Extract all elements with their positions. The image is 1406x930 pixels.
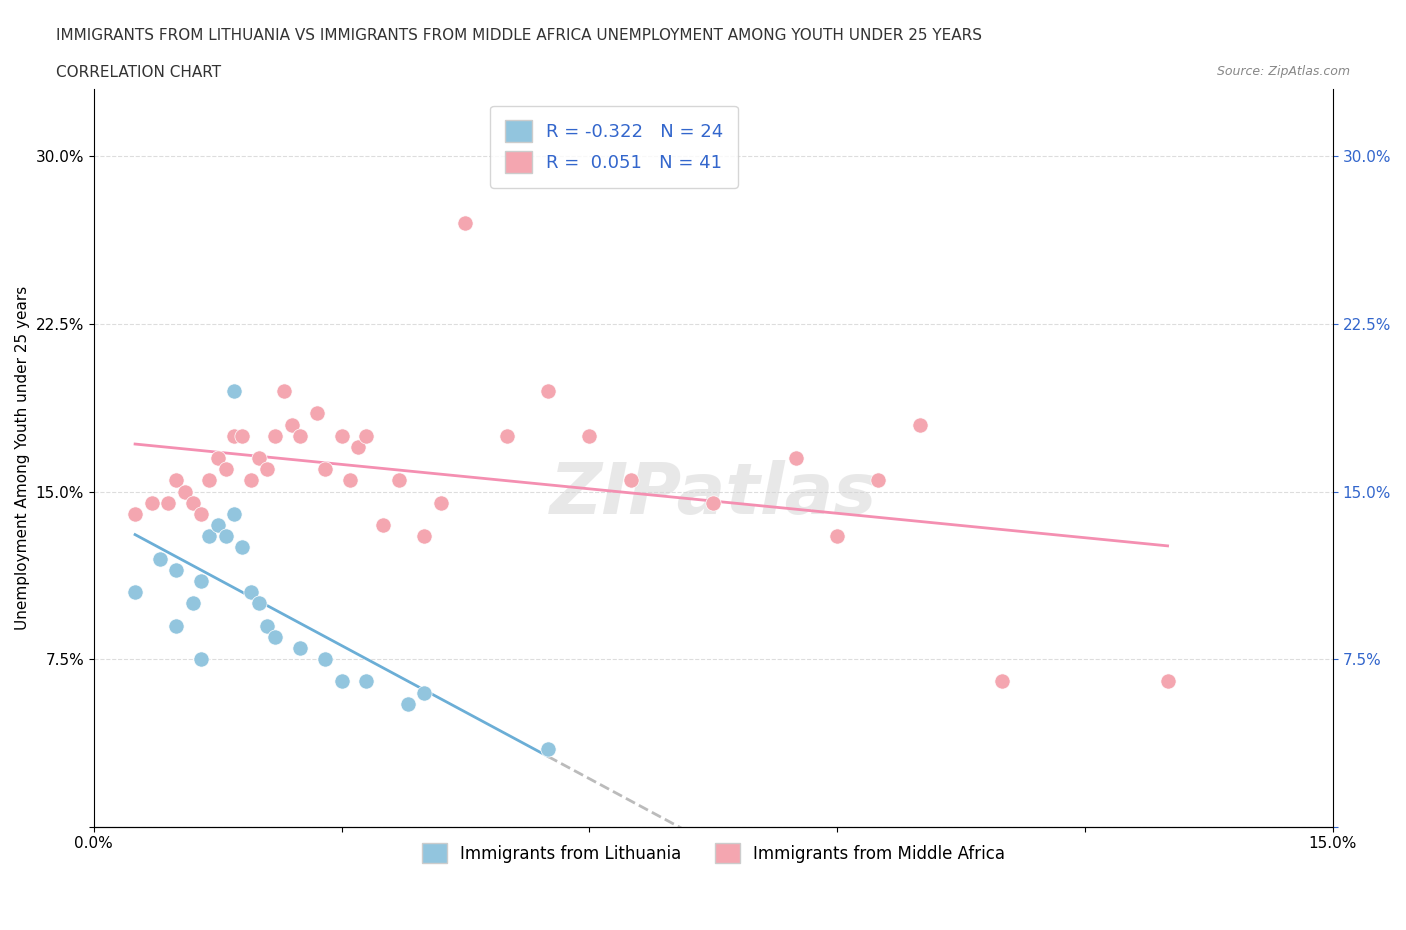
Point (413, 685, 436, 700)
Point (173, 485, 195, 499)
Point (578, 429, 600, 444)
Text: IMMIGRANTS FROM LITHUANIA VS IMMIGRANTS FROM MIDDLE AFRICA UNEMPLOYMENT AMONG YO: IMMIGRANTS FROM LITHUANIA VS IMMIGRANTS … (56, 28, 983, 43)
Point (239, 585, 262, 600)
Point (330, 674, 353, 689)
Point (785, 451, 807, 466)
Point (388, 473, 411, 488)
Point (454, 216, 477, 231)
Point (314, 652, 336, 667)
Point (141, 496, 163, 511)
Point (190, 574, 212, 589)
Point (149, 551, 172, 566)
Point (868, 473, 890, 488)
Point (273, 383, 295, 398)
Point (224, 383, 246, 398)
Point (165, 563, 187, 578)
Point (290, 641, 312, 656)
Point (224, 429, 246, 444)
Text: ZIPatlas: ZIPatlas (550, 460, 877, 529)
Point (356, 674, 378, 689)
Legend: Immigrants from Lithuania, Immigrants from Middle Africa: Immigrants from Lithuania, Immigrants fr… (415, 836, 1011, 870)
Point (181, 496, 204, 511)
Point (413, 529, 436, 544)
Point (330, 429, 353, 444)
Point (620, 473, 643, 488)
Point (991, 674, 1014, 689)
Point (256, 462, 278, 477)
Point (314, 462, 336, 477)
Point (247, 451, 270, 466)
Point (429, 496, 451, 511)
Point (396, 697, 419, 711)
Point (356, 429, 378, 444)
Point (495, 429, 517, 444)
Point (281, 417, 304, 432)
Point (124, 507, 146, 522)
Point (339, 473, 361, 488)
Point (290, 429, 312, 444)
Point (347, 440, 370, 455)
Point (215, 529, 238, 544)
Point (165, 473, 187, 488)
Point (305, 405, 328, 420)
Point (198, 529, 221, 544)
Point (224, 507, 246, 522)
Point (825, 529, 848, 544)
Point (537, 383, 560, 398)
Text: Source: ZipAtlas.com: Source: ZipAtlas.com (1216, 65, 1350, 78)
Point (207, 518, 229, 533)
Point (215, 462, 238, 477)
Point (198, 473, 221, 488)
Point (256, 618, 278, 633)
Y-axis label: Unemployment Among Youth under 25 years: Unemployment Among Youth under 25 years (15, 286, 30, 631)
Point (207, 451, 229, 466)
Point (537, 741, 560, 756)
Point (231, 429, 253, 444)
Text: CORRELATION CHART: CORRELATION CHART (56, 65, 221, 80)
Point (371, 518, 394, 533)
Point (1156, 674, 1178, 689)
Point (190, 652, 212, 667)
Point (264, 429, 287, 444)
Point (157, 496, 180, 511)
Point (231, 540, 253, 555)
Point (190, 507, 212, 522)
Point (702, 496, 724, 511)
Point (181, 596, 204, 611)
Point (908, 417, 931, 432)
Point (239, 473, 262, 488)
Point (124, 585, 146, 600)
Point (247, 596, 270, 611)
Point (264, 630, 287, 644)
Point (165, 618, 187, 633)
